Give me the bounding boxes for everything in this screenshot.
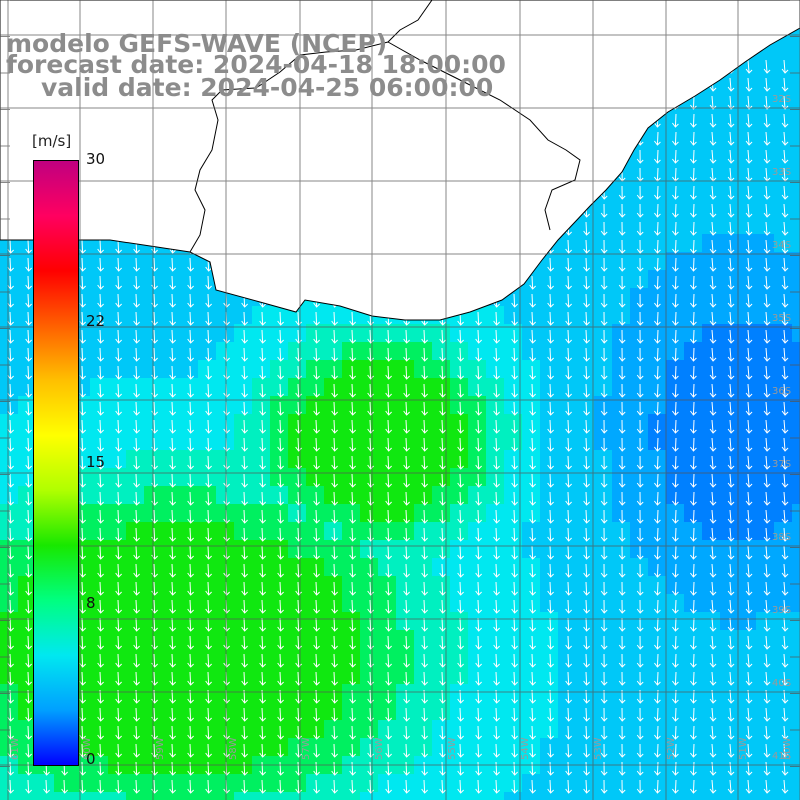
lat-label: 40S: [772, 678, 791, 689]
lon-label: 55W: [447, 737, 458, 760]
lon-label: 54W: [520, 737, 531, 760]
legend-tick-label: 30: [86, 150, 106, 168]
lat-label: 38S: [772, 532, 791, 543]
legend-tick-label: 15: [86, 453, 106, 471]
valid-date: valid date: 2024-04-25 06:00:00: [41, 73, 494, 102]
lat-label: 41S: [772, 751, 791, 762]
lon-label: 59W: [155, 737, 166, 760]
model-title: modelo GEFS-WAVE (NCEP): [6, 29, 388, 58]
lon-label: 52W: [666, 737, 677, 760]
lat-label: 36S: [772, 386, 791, 397]
lat-label: 32S: [772, 94, 791, 105]
lon-label: 51W: [738, 737, 749, 760]
legend-tick-label: 22: [86, 311, 106, 330]
border-line: [189, 0, 433, 253]
lat-label: 33S: [772, 167, 791, 178]
border-line-2: [387, 41, 581, 231]
legend-unit: [m/s]: [32, 132, 72, 150]
lat-label: 39S: [772, 605, 791, 616]
lat-label: 35S: [772, 313, 791, 324]
land-area: [0, 0, 800, 321]
legend-tick-label: 8: [86, 594, 96, 613]
lon-label: 53W: [593, 737, 604, 760]
lon-label: 60W: [82, 737, 93, 760]
lon-label: 57W: [301, 737, 312, 760]
lat-label: 34S: [772, 240, 791, 251]
lon-label: 61W: [10, 737, 21, 760]
legend-colorbar: [33, 160, 79, 766]
lon-label: 56W: [374, 737, 385, 760]
lon-label: 58W: [228, 737, 239, 760]
forecast-date: forecast date: 2024-04-18 18:00:00: [6, 50, 506, 79]
lon-label: 50W: [782, 737, 793, 760]
legend-tick-label: 0: [86, 750, 96, 768]
lat-label: 37S: [772, 459, 791, 470]
